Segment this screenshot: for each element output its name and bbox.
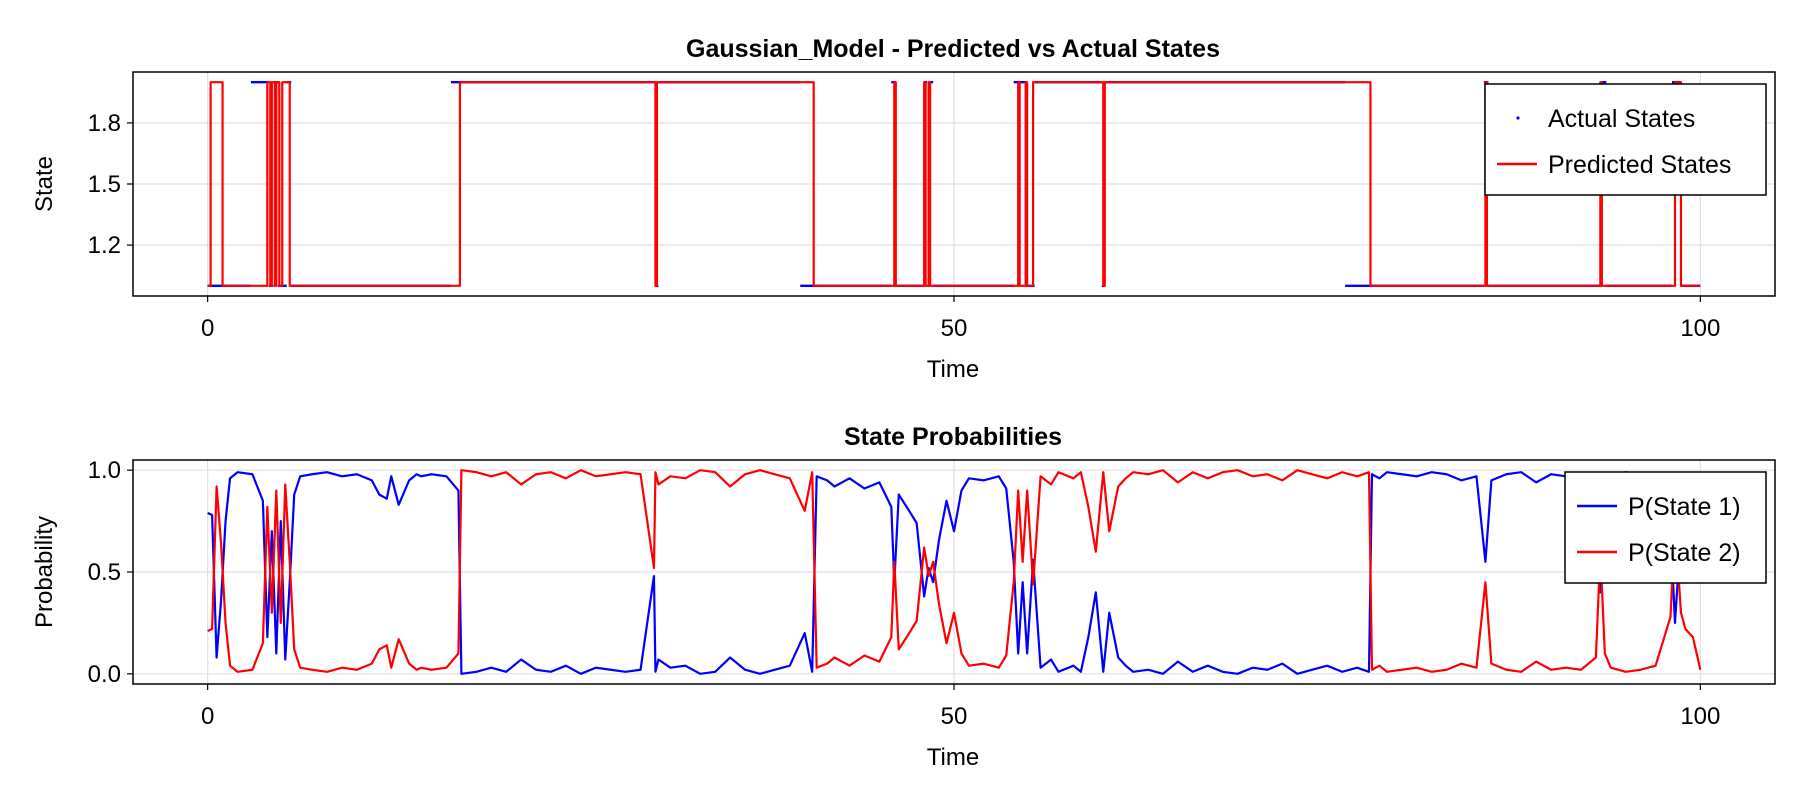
y-tick-label: 1.5	[88, 171, 121, 198]
x-tick-label: 100	[1680, 703, 1720, 730]
legend-box	[1484, 83, 1767, 196]
x-tick-label: 100	[1680, 315, 1720, 342]
y-axis-label: Probability	[31, 516, 58, 628]
legend-label: Actual States	[1548, 105, 1695, 133]
series-p-state-2	[207, 469, 1702, 673]
legend-label: P(State 2)	[1628, 539, 1741, 567]
y-tick-label: 1.2	[88, 232, 121, 259]
chart-title: State Probabilities	[844, 423, 1062, 451]
y-tick-label: 1.0	[88, 457, 121, 484]
actual-state-run	[891, 80, 895, 84]
legend: Actual States Predicted States	[1484, 83, 1767, 196]
y-tick-label: 1.8	[88, 110, 121, 137]
legend-marker-point	[1516, 116, 1520, 120]
x-tick-label: 0	[201, 315, 214, 342]
series-p-state-1	[207, 471, 1702, 675]
legend-label: Predicted States	[1548, 151, 1731, 179]
y-tick-label: 0.5	[88, 559, 121, 586]
panel-1: 0 50 100 1.2 1.5 1.8 Gaussian_Model - Predicte…	[31, 35, 1776, 383]
actual-state-run	[930, 80, 934, 84]
actual-state-run	[250, 80, 269, 84]
x-tick-label: 0	[201, 703, 214, 730]
legend-box	[1564, 471, 1767, 584]
x-tick-label: 50	[941, 315, 968, 342]
y-axis-label: State	[31, 156, 58, 212]
y-tick-label: 0.0	[88, 661, 121, 688]
panel-2: 0 50 100 0.0 0.5 1.0 State Probabilities Time Pr…	[31, 423, 1776, 771]
plot-area	[207, 469, 1702, 675]
legend: P(State 1) P(State 2)	[1564, 471, 1767, 584]
actual-state-run	[1601, 80, 1607, 84]
chart-title: Gaussian_Model - Predicted vs Actual Sta…	[686, 35, 1220, 63]
x-axis-label: Time	[927, 744, 979, 771]
x-axis-label: Time	[927, 356, 979, 383]
x-tick-label: 50	[941, 703, 968, 730]
legend-label: P(State 1)	[1628, 493, 1741, 521]
